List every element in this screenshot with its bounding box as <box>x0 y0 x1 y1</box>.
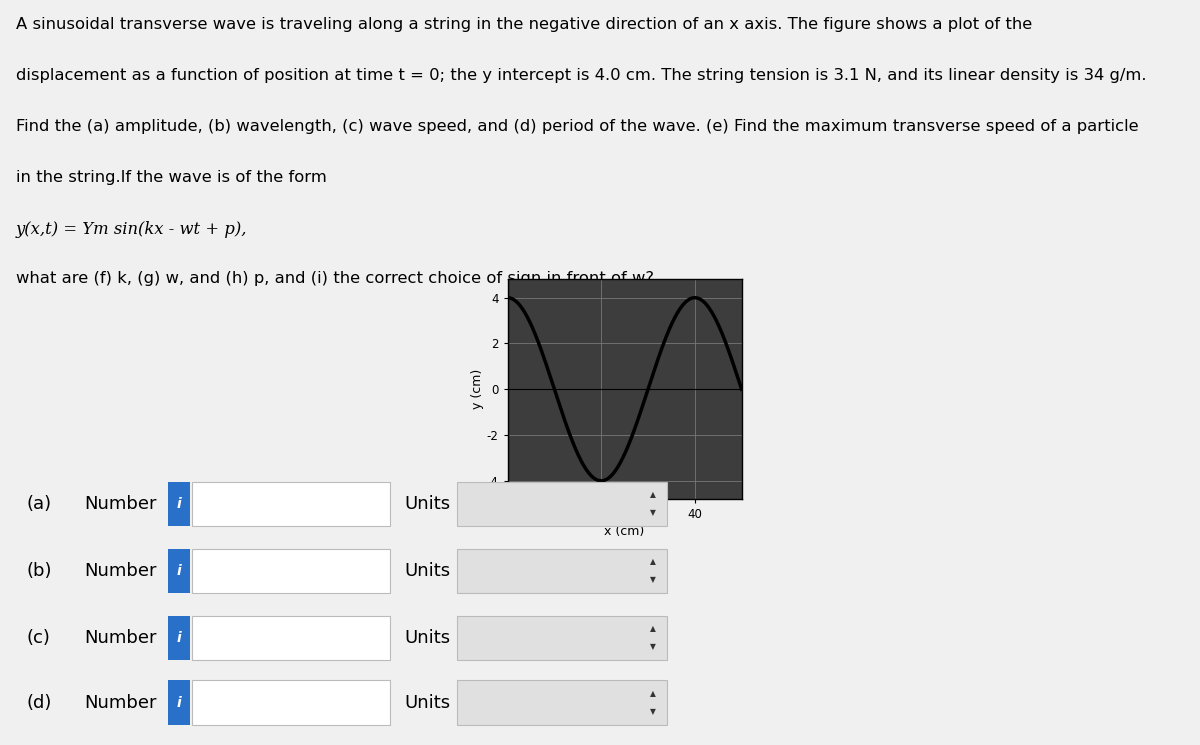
FancyBboxPatch shape <box>168 548 190 593</box>
Text: ▼: ▼ <box>650 707 655 716</box>
Text: Units: Units <box>404 495 450 513</box>
Text: ▲: ▲ <box>650 689 655 698</box>
FancyBboxPatch shape <box>168 615 190 660</box>
Text: Number: Number <box>84 629 156 647</box>
Text: i: i <box>176 497 181 510</box>
Text: ▼: ▼ <box>650 642 655 651</box>
FancyBboxPatch shape <box>192 481 390 526</box>
Text: Find the (a) amplitude, (b) wavelength, (c) wave speed, and (d) period of the wa: Find the (a) amplitude, (b) wavelength, … <box>16 119 1138 134</box>
Text: (c): (c) <box>26 629 50 647</box>
Text: ▲: ▲ <box>650 624 655 633</box>
Text: Number: Number <box>84 694 156 711</box>
Text: i: i <box>176 631 181 644</box>
Text: i: i <box>176 564 181 577</box>
FancyBboxPatch shape <box>457 548 667 593</box>
FancyBboxPatch shape <box>168 680 190 725</box>
FancyBboxPatch shape <box>192 548 390 593</box>
Text: ▼: ▼ <box>650 508 655 517</box>
Text: y(x,t) = Ym sin(kx - wt + p),: y(x,t) = Ym sin(kx - wt + p), <box>16 221 247 238</box>
Text: displacement as a function of position at time t = 0; the y intercept is 4.0 cm.: displacement as a function of position a… <box>16 68 1146 83</box>
Text: (d): (d) <box>26 694 52 711</box>
FancyBboxPatch shape <box>457 680 667 725</box>
FancyBboxPatch shape <box>192 680 390 725</box>
Text: Units: Units <box>404 562 450 580</box>
Text: A sinusoidal transverse wave is traveling along a string in the negative directi: A sinusoidal transverse wave is travelin… <box>16 17 1032 32</box>
Y-axis label: y (cm): y (cm) <box>470 369 484 410</box>
Text: in the string.If the wave is of the form: in the string.If the wave is of the form <box>16 170 326 185</box>
Text: Number: Number <box>84 562 156 580</box>
Text: (b): (b) <box>26 562 52 580</box>
Text: Number: Number <box>84 495 156 513</box>
X-axis label: x (cm): x (cm) <box>605 525 644 539</box>
Text: Units: Units <box>404 629 450 647</box>
Text: (a): (a) <box>26 495 52 513</box>
Text: ▲: ▲ <box>650 557 655 566</box>
Text: Units: Units <box>404 694 450 711</box>
FancyBboxPatch shape <box>457 481 667 526</box>
FancyBboxPatch shape <box>457 615 667 660</box>
FancyBboxPatch shape <box>192 615 390 660</box>
Text: what are (f) k, (g) w, and (h) p, and (i) the correct choice of sign in front of: what are (f) k, (g) w, and (h) p, and (i… <box>16 271 654 286</box>
Text: i: i <box>176 696 181 709</box>
Text: ▲: ▲ <box>650 490 655 499</box>
FancyBboxPatch shape <box>168 481 190 526</box>
Text: ▼: ▼ <box>650 575 655 584</box>
